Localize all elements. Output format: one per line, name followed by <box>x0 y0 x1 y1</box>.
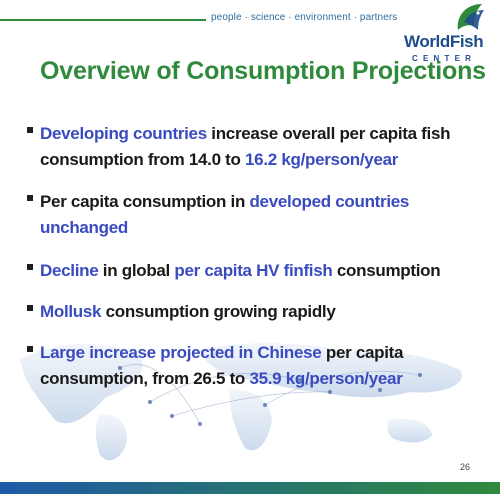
bullet-highlight: 35.9 kg/person/year <box>249 369 403 388</box>
slide-title: Overview of Consumption Projections <box>40 57 486 85</box>
bullet-square-icon <box>27 127 33 133</box>
logo-subtitle: CENTER <box>412 54 477 63</box>
bullet-plain: consumption growing rapidly <box>101 302 336 321</box>
bullet-highlight: Decline <box>40 261 99 280</box>
worldfish-logo: WorldFish CENTER <box>404 0 496 72</box>
bullet-square-icon <box>27 305 33 311</box>
bullet-item: Per capita consumption in developed coun… <box>27 189 482 258</box>
bullet-item: Developing countries increase overall pe… <box>27 121 482 189</box>
bullet-item: Large increase projected in Chinese per … <box>27 340 482 400</box>
logo-wordmark: WorldFish <box>404 32 484 51</box>
footer-bar <box>0 482 500 494</box>
bullet-highlight: Large increase projected in Chinese <box>40 343 322 362</box>
bullet-item: Decline in global per capita HV finfish … <box>27 258 482 299</box>
bullet-text: Decline in global per capita HV finfish … <box>40 258 482 284</box>
world-map-background <box>20 343 462 461</box>
fish-logo-icon <box>457 4 484 30</box>
bullet-text: Per capita consumption in developed coun… <box>40 189 482 241</box>
bullet-square-icon <box>27 346 33 352</box>
bullet-highlight: developed countries unchanged <box>40 192 410 237</box>
bullet-text: Developing countries increase overall pe… <box>40 121 482 173</box>
bullet-plain: in global <box>98 261 175 280</box>
bullet-plain: increase overall per capita fish consump… <box>40 124 451 169</box>
bullet-text: Mollusk consumption growing rapidly <box>40 299 482 325</box>
bullet-plain: Per capita consumption in <box>40 192 250 211</box>
bullet-highlight: 16.2 kg/person/year <box>245 150 399 169</box>
bullet-highlight: Developing countries <box>40 124 207 143</box>
tagline: people · science · environment · partner… <box>211 12 398 23</box>
bullet-square-icon <box>27 195 33 201</box>
page-number: 26 <box>460 462 471 472</box>
bullet-plain: consumption <box>332 261 441 280</box>
bullet-square-icon <box>27 264 33 270</box>
bullet-text: Large increase projected in Chinese per … <box>40 340 482 392</box>
bullet-item: Mollusk consumption growing rapidly <box>27 299 482 340</box>
bullet-highlight: Mollusk <box>40 302 102 321</box>
bullet-highlight: per capita HV finfish <box>174 261 333 280</box>
header-rule <box>0 19 206 21</box>
bullet-plain: per capita consumption, from 26.5 to <box>40 343 404 388</box>
bullet-list: Developing countries increase overall pe… <box>27 121 482 400</box>
